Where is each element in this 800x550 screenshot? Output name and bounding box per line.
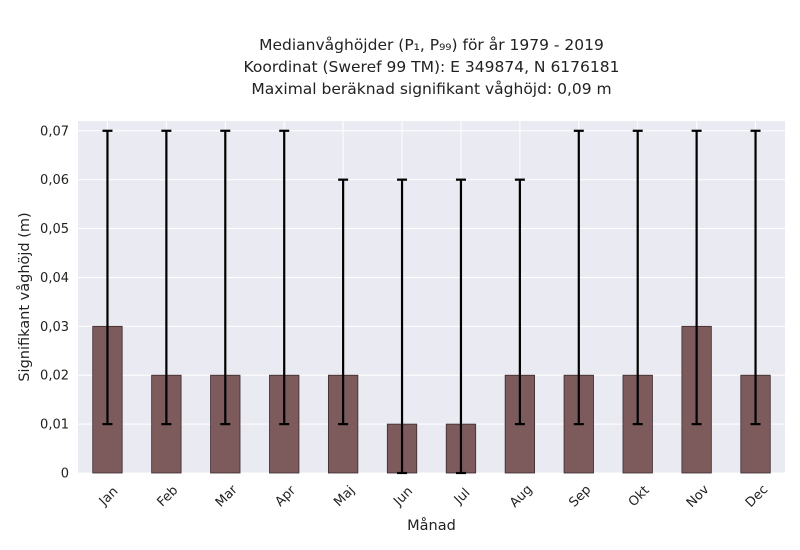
x-tick-label: Feb (154, 483, 181, 510)
y-tick-labels: 0 0,01 0,02 0,03 0,04 0,05 0,06 0,07 (40, 124, 69, 481)
y-tick-label: 0 (61, 467, 69, 482)
y-tick-label: 0,02 (40, 369, 69, 384)
x-tick-label: Mar (213, 482, 241, 510)
x-tick-label: Jul (451, 486, 473, 508)
y-tick-label: 0,06 (40, 173, 69, 188)
error-bars (102, 129, 761, 475)
y-tick-label: 0,01 (40, 418, 69, 433)
y-axis-label: Signifikant våghöjd (m) (16, 212, 33, 381)
x-tick-label: Jan (96, 484, 121, 509)
title-line-1: Medianvåghöjder (P₁, P₉₉) för år 1979 - … (259, 36, 604, 54)
x-tick-label: Jun (390, 484, 416, 510)
x-tick-label: Apr (272, 483, 299, 510)
x-tick-label: Maj (331, 483, 358, 510)
y-tick-label: 0,04 (40, 271, 69, 286)
title-line-2: Koordinat (Sweref 99 TM): E 349874, N 61… (243, 58, 620, 76)
x-axis-label: Månad (407, 517, 456, 534)
plot-area (78, 121, 785, 473)
x-tick-label: Aug (507, 482, 536, 511)
x-tick-label: Dec (743, 482, 771, 510)
x-tick-label: Okt (626, 483, 653, 510)
y-tick-label: 0,07 (40, 124, 69, 139)
x-tick-label: Sep (566, 483, 594, 511)
chart-title: Medianvåghöjder (P₁, P₉₉) för år 1979 - … (78, 34, 785, 100)
y-tick-label: 0,05 (40, 222, 69, 237)
y-tick-label: 0,03 (40, 320, 69, 335)
x-tick-labels: Jan Feb Mar Apr Maj Jun Jul Aug Sep Okt Nov Dec (96, 482, 771, 511)
title-line-3: Maximal beräknad signifikant våghöjd: 0,… (251, 80, 612, 98)
x-tick-label: Nov (684, 482, 713, 511)
